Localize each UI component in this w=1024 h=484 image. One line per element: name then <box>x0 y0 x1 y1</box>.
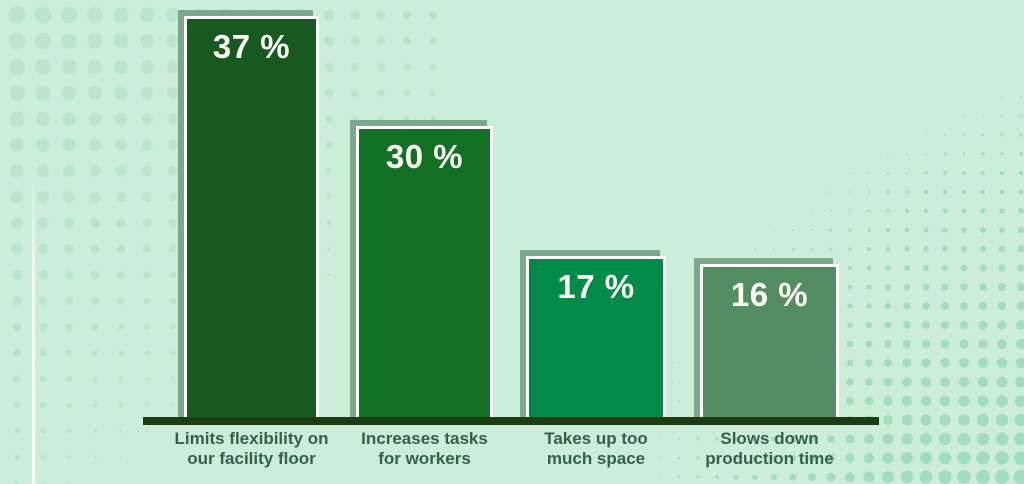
bar-group: 17 % <box>520 250 666 417</box>
bar-value-label: 30 % <box>385 138 464 175</box>
bar: 37 % <box>184 16 319 417</box>
axis-baseline <box>143 417 879 425</box>
bar: 30 % <box>356 126 493 417</box>
bar-value-label: 37 % <box>212 28 291 65</box>
bar-category-label: Slows down production time <box>660 429 880 468</box>
bar-value-label: 17 % <box>557 268 635 305</box>
bar: 16 % <box>700 264 839 417</box>
bar-category-line1: Takes up too <box>544 429 648 448</box>
bar-category-line2: for workers <box>378 448 471 468</box>
background-seam-line <box>32 158 35 484</box>
bar-category-label: Takes up too much space <box>486 429 706 468</box>
bar-category-line2: production time <box>705 448 834 468</box>
bar-category-line2: much space <box>546 448 646 468</box>
bar-value-label: 16 % <box>730 276 809 313</box>
bar: 17 % <box>526 256 666 417</box>
bar-group: 37 % <box>178 10 319 417</box>
bar-category-line1: Limits flexibility on <box>174 429 329 448</box>
bar-category-label: Limits flexibility on our facility floor <box>142 429 362 468</box>
bar-group: 30 % <box>350 120 493 417</box>
bar-group: 16 % <box>694 258 839 417</box>
bar-category-line2: our facility floor <box>187 448 316 468</box>
bar-category-label: Increases tasks for workers <box>315 429 535 468</box>
bar-category-line1: Increases tasks <box>361 429 488 448</box>
bar-category-line1: Slows down <box>720 429 819 448</box>
